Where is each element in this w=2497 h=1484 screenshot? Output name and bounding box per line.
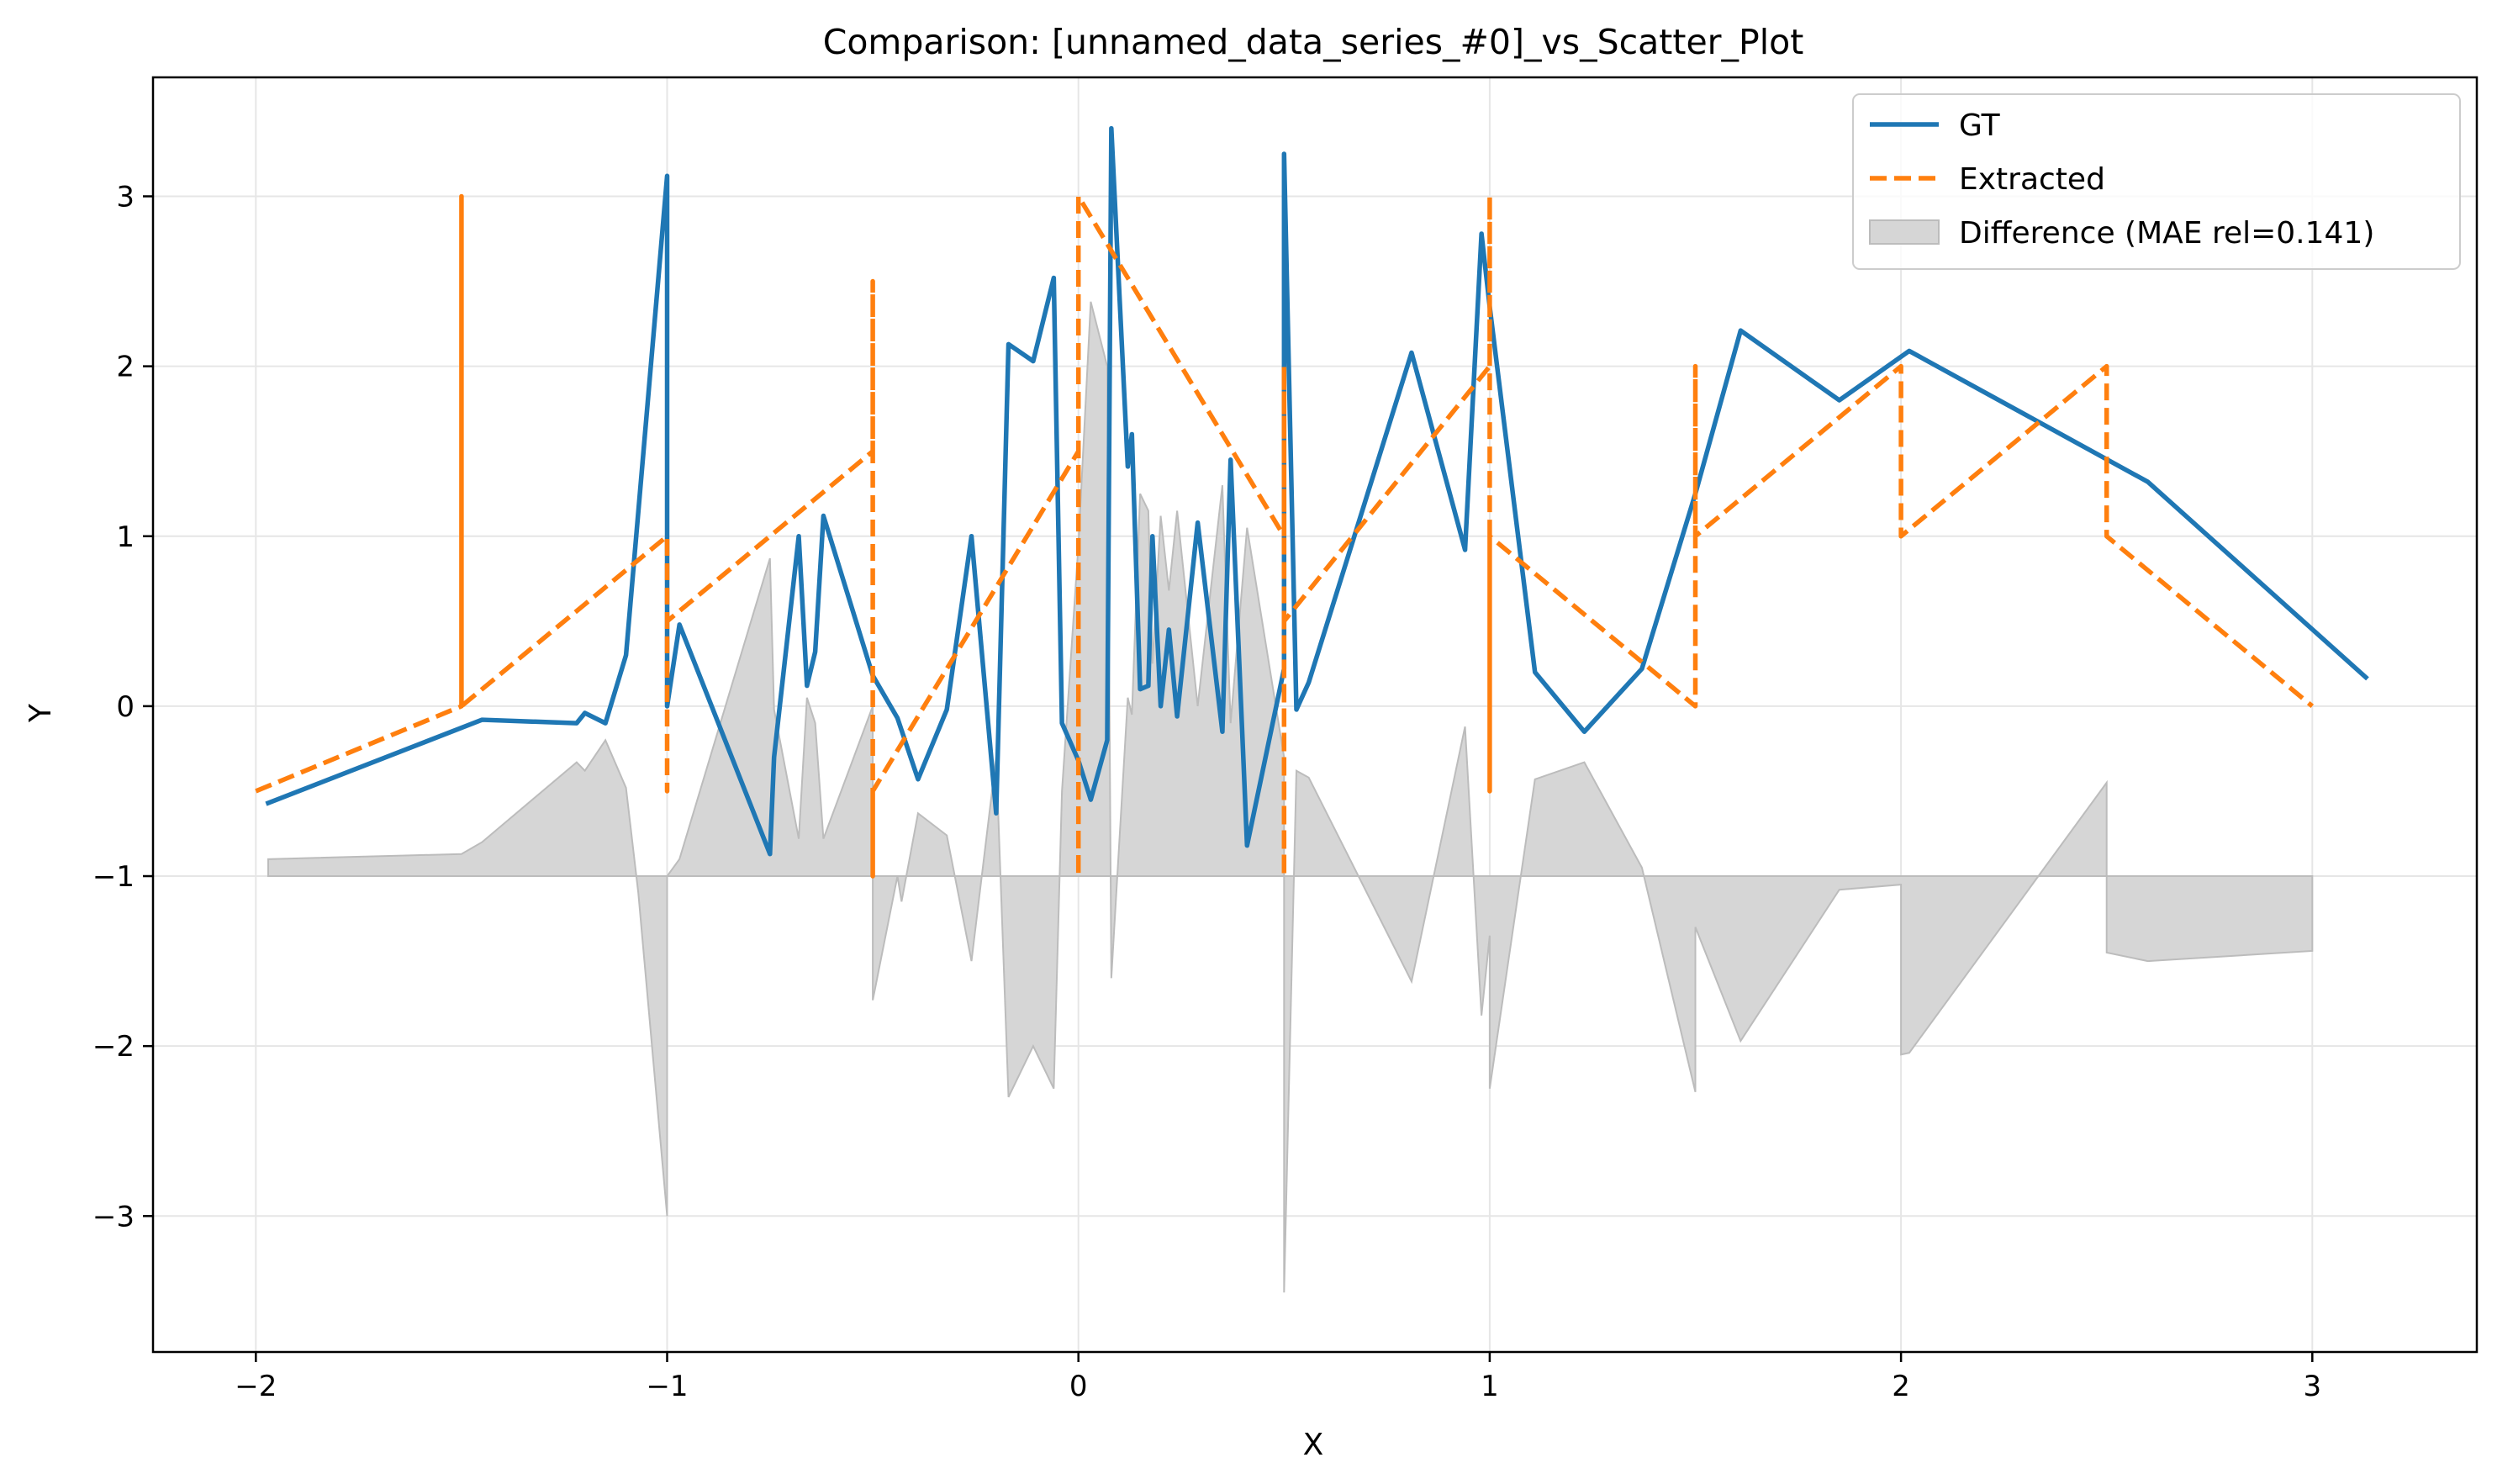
x-tick-label: 3 bbox=[2303, 1370, 2321, 1403]
chart-title: Comparison: [unnamed_data_series_#0]_vs_… bbox=[823, 22, 1804, 62]
extracted-series-line bbox=[255, 193, 2315, 879]
x-tick-label: 1 bbox=[1481, 1370, 1499, 1403]
y-tick-label: 3 bbox=[116, 180, 135, 214]
y-tick-label: −3 bbox=[92, 1200, 135, 1233]
legend: GT Extracted Difference (MAE rel=0.141) bbox=[1852, 93, 2461, 270]
x-tick-label: −1 bbox=[646, 1370, 688, 1403]
y-tick-label: 1 bbox=[116, 520, 135, 554]
legend-label-gt: GT bbox=[1959, 108, 2001, 143]
y-axis-label: Y bbox=[24, 703, 58, 723]
y-tick-label: −2 bbox=[92, 1030, 135, 1064]
series-line-layer bbox=[255, 125, 2369, 879]
y-tick-label: 0 bbox=[116, 690, 135, 724]
legend-key-difference bbox=[1869, 219, 1940, 245]
axes: −2 −1 0 1 2 3 −3 −2 −1 0 1 2 3 bbox=[92, 76, 2479, 1403]
legend-label-difference: Difference (MAE rel=0.141) bbox=[1959, 216, 2374, 251]
plot-frame bbox=[151, 76, 2479, 1354]
gt-series-line bbox=[265, 125, 2369, 857]
legend-label-extracted: Extracted bbox=[1959, 162, 2105, 197]
x-tick-label: −2 bbox=[235, 1370, 277, 1403]
x-axis-label: X bbox=[1303, 1428, 1324, 1462]
x-tick-label: 2 bbox=[1892, 1370, 1910, 1403]
y-tick-label: 2 bbox=[116, 351, 135, 384]
difference-area-layer bbox=[267, 301, 2314, 1293]
x-tick-label: 0 bbox=[1069, 1370, 1088, 1403]
y-tick-label: −1 bbox=[92, 860, 135, 894]
difference-area bbox=[267, 301, 2314, 1293]
legend-box bbox=[1852, 93, 2461, 270]
